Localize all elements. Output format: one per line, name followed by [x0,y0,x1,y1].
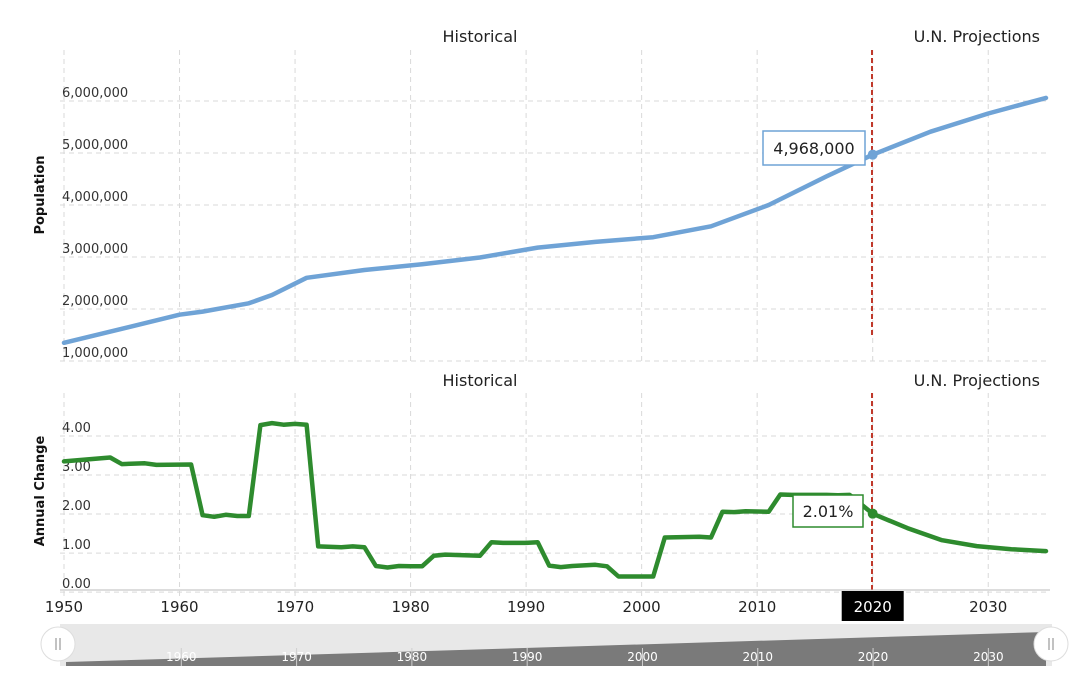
population-series-line [61,95,1049,346]
navigator-tick-label: 2020 [858,650,889,664]
annual-change-tooltip-box [792,494,864,528]
chg-y-tick-label: 2.00 [62,499,91,514]
annual-change-projections-label: U.N. Projections [914,371,1040,390]
x-tick-highlight-box [841,591,904,621]
population-y-ticks: 1,000,000 2,000,000 3,000,000 4,000,000 5,00… [62,86,128,361]
navigator-tick-label: 1970 [281,650,312,664]
chg-y-tick-label: 3.00 [62,460,91,475]
annual-change-y-ticks: 0.00 1.00 2.00 3.00 4.00 [62,421,91,592]
x-tick-label: 1960 [160,598,198,616]
annual-change-highlight-point[interactable] [867,508,878,519]
population-tooltip: 4,968,000 [762,130,866,166]
x-tick-label: 1980 [391,598,429,616]
pop-y-tick-label: 5,000,000 [62,138,128,153]
x-axis-ticks: 1950 1960 1970 1980 1990 2000 2010 2020 2030 [45,591,1007,621]
navigator-tick-label: 1960 [166,650,197,664]
navigator-ticks: 1960 1970 1980 1990 2000 2010 2020 2030 [166,648,1004,666]
x-tick-label: 1950 [45,598,83,616]
pop-y-tick-label: 2,000,000 [62,294,128,309]
navigator-tick-label: 2000 [627,650,658,664]
navigator-tick-label: 2010 [742,650,773,664]
population-historical-label: Historical [443,27,518,46]
population-highlight-point[interactable] [867,149,878,160]
navigator-tick-label: 2030 [973,650,1004,664]
pop-y-tick-label: 4,000,000 [62,190,128,205]
x-tick-label: 2030 [969,598,1007,616]
navigator-tick-label: 1990 [512,650,543,664]
population-gridlines [60,50,1050,362]
chg-y-tick-label: 0.00 [62,577,91,592]
population-panel: 1,000,000 2,000,000 3,000,000 4,000,000 5,00… [33,27,1050,362]
annual-change-tooltip-value: 2.01% [803,502,854,521]
navigator-series-area [66,632,1046,666]
navigator-left-handle[interactable] [40,626,76,662]
pop-y-tick-label: 1,000,000 [62,346,128,361]
chg-y-tick-label: 4.00 [62,421,91,436]
annual-change-y-axis-title: Annual Change [33,436,48,547]
annual-change-panel: 0.00 1.00 2.00 3.00 4.00 Historical U.N. Pro… [33,371,1050,596]
annual-change-historical-label: Historical [443,371,518,390]
population-projections-label: U.N. Projections [914,27,1040,46]
population-tooltip-box [762,130,866,166]
navigator-tick-label: 1980 [397,650,428,664]
x-tick-label: 1990 [507,598,545,616]
annual-change-series-line [61,420,1049,579]
population-tooltip-value: 4,968,000 [773,139,854,158]
population-y-axis-title: Population [33,155,48,234]
x-tick-label: 2010 [738,598,776,616]
x-tick-label-highlight: 2020 [854,598,892,616]
chg-y-tick-label: 1.00 [62,538,91,553]
x-tick-label: 2000 [623,598,661,616]
navigator-right-handle[interactable] [1033,626,1069,662]
range-navigator[interactable]: 1960 1970 1980 1990 2000 2010 2020 2030 [40,624,1069,666]
pop-y-tick-label: 6,000,000 [62,86,128,101]
x-tick-label: 1970 [276,598,314,616]
annual-change-tooltip: 2.01% [792,494,864,528]
pop-y-tick-label: 3,000,000 [62,242,128,257]
